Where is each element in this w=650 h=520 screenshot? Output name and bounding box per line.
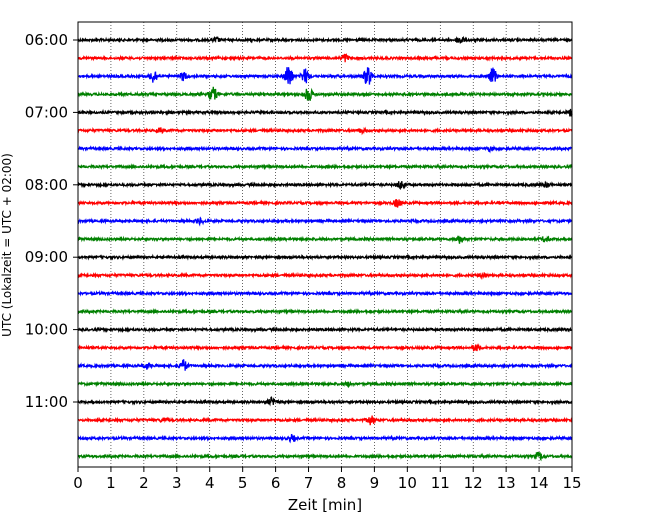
y-tick-label-3: 09:00 [25, 248, 68, 266]
x-axis-ticks: 0 1 2 3 4 5 6 7 8 9 10 11 12 13 14 15 [73, 467, 582, 492]
trace-21 [77, 415, 573, 426]
x-tick-label-15: 15 [562, 474, 581, 492]
x-tick-label-7: 7 [304, 474, 314, 492]
x-tick-label-10: 10 [398, 474, 417, 492]
trace-23 [77, 451, 573, 462]
trace-10 [77, 216, 573, 227]
trace-1 [77, 53, 573, 63]
y-tick-label-5: 11:00 [25, 393, 68, 411]
y-tick-label-4: 10:00 [25, 321, 68, 339]
trace-5 [77, 126, 573, 136]
x-tick-label-0: 0 [73, 474, 83, 492]
trace-15 [77, 307, 573, 316]
vertical-gridlines [110, 22, 540, 467]
trace-4 [77, 108, 573, 118]
trace-8 [77, 180, 573, 191]
trace-20 [77, 396, 573, 407]
y-tick-label-2: 08:00 [25, 176, 68, 194]
trace-7 [77, 163, 573, 171]
x-tick-label-2: 2 [139, 474, 149, 492]
seismogram-traces [77, 35, 573, 462]
plot-frame [77, 21, 573, 468]
y-tick-label-0: 06:00 [25, 31, 68, 49]
trace-14 [77, 289, 573, 297]
trace-19 [77, 380, 573, 389]
x-tick-label-13: 13 [497, 474, 516, 492]
trace-16 [77, 325, 573, 334]
x-tick-label-14: 14 [530, 474, 549, 492]
trace-2 [77, 67, 573, 85]
trace-17 [77, 342, 573, 352]
trace-13 [77, 271, 573, 280]
x-tick-label-11: 11 [431, 474, 450, 492]
trace-22 [77, 433, 573, 444]
x-tick-label-1: 1 [106, 474, 116, 492]
x-tick-label-9: 9 [370, 474, 380, 492]
trace-18 [77, 359, 573, 371]
trace-11 [77, 235, 573, 244]
x-tick-label-4: 4 [205, 474, 215, 492]
y-tick-label-1: 07:00 [25, 103, 68, 121]
x-tick-label-12: 12 [464, 474, 483, 492]
y-axis-ticks: 06:00 07:00 08:00 09:00 10:00 11:00 [25, 31, 78, 411]
x-tick-label-3: 3 [172, 474, 182, 492]
x-axis-label: Zeit [min] [288, 496, 362, 514]
trace-6 [77, 144, 573, 154]
x-tick-label-5: 5 [238, 474, 248, 492]
trace-9 [77, 199, 573, 208]
trace-3 [77, 86, 573, 101]
trace-12 [77, 253, 573, 261]
y-axis-label: UTC (Lokalzeit = UTC + 02:00) [0, 153, 14, 337]
trace-0 [77, 35, 573, 44]
x-tick-label-8: 8 [337, 474, 347, 492]
x-tick-label-6: 6 [271, 474, 281, 492]
